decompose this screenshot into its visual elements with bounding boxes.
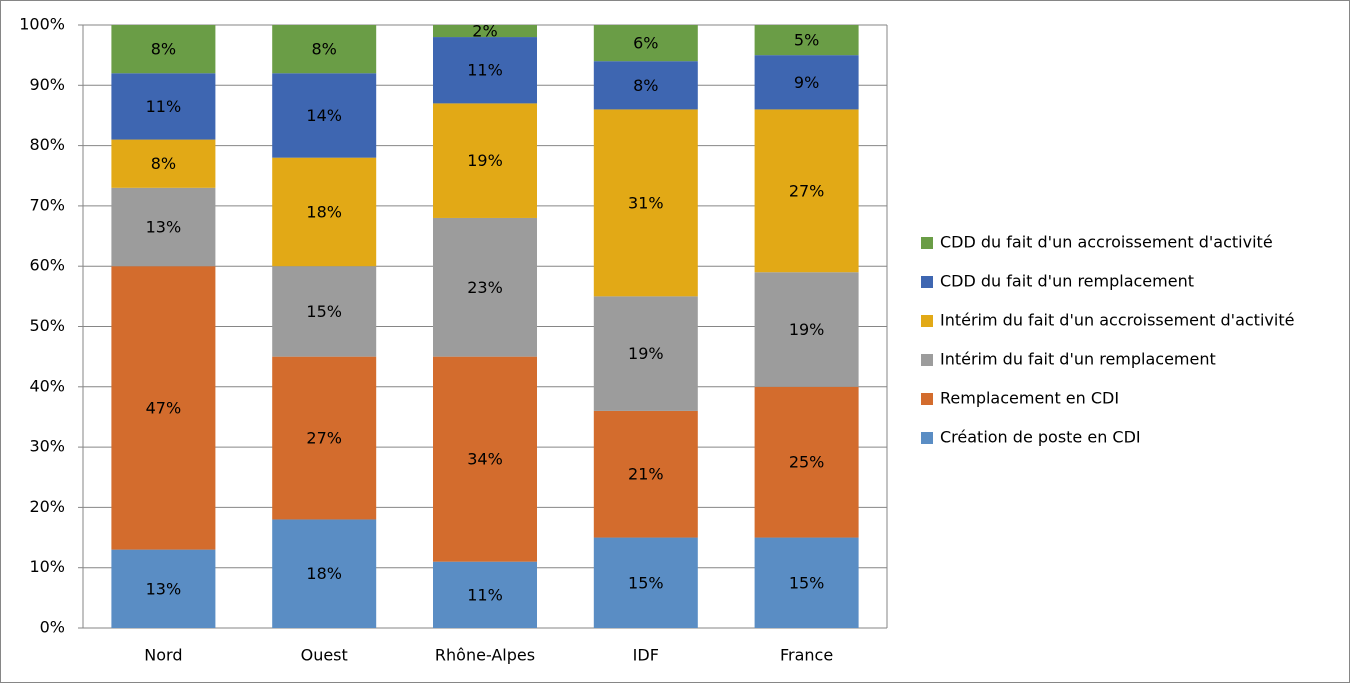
bar-segment — [272, 25, 377, 74]
bar-segment — [593, 410, 698, 538]
y-tick-label: 100% — [19, 15, 65, 34]
y-tick-label: 60% — [29, 256, 65, 275]
data-label: 18% — [306, 564, 342, 583]
data-label: 18% — [306, 202, 342, 221]
legend-label: CDD du fait d'un accroissement d'activit… — [940, 233, 1273, 252]
data-label: 11% — [467, 585, 503, 604]
data-label: 23% — [467, 278, 503, 297]
legend-label: Intérim du fait d'un accroissement d'act… — [940, 311, 1294, 330]
bar-segment — [111, 139, 216, 188]
data-label: 19% — [628, 344, 664, 363]
y-tick-label: 80% — [29, 135, 65, 154]
legend-swatch — [921, 237, 933, 249]
bar-segment — [754, 386, 859, 538]
bar-segment — [433, 37, 537, 104]
y-tick-label: 40% — [29, 376, 65, 395]
bar-segment — [433, 103, 537, 218]
bar-segment — [754, 537, 859, 628]
bar-segment — [272, 519, 377, 628]
y-tick-label: 10% — [29, 557, 65, 576]
data-label: 11% — [146, 97, 182, 116]
data-label: 14% — [306, 106, 342, 125]
legend-label: Remplacement en CDI — [940, 389, 1119, 408]
bar-segment — [272, 266, 377, 357]
bar-segment — [433, 25, 537, 38]
bar-segment — [111, 25, 216, 74]
bar-segment — [433, 561, 537, 628]
x-tick-label: IDF — [633, 646, 659, 665]
legend-swatch — [921, 276, 933, 288]
bar-segment — [433, 356, 537, 562]
data-label: 25% — [789, 453, 825, 472]
y-tick-label: 0% — [40, 618, 65, 637]
data-label: 27% — [306, 429, 342, 448]
data-label: 9% — [794, 73, 819, 92]
x-tick-label: France — [780, 646, 833, 665]
data-label: 13% — [146, 579, 182, 598]
y-tick-label: 20% — [29, 497, 65, 516]
legend-swatch — [921, 315, 933, 327]
bar-segment — [593, 537, 698, 628]
bar-segment — [111, 266, 216, 550]
legend-label: Création de poste en CDI — [940, 428, 1141, 447]
bar-segment — [272, 73, 377, 158]
data-label: 15% — [789, 573, 825, 592]
data-label: 19% — [467, 151, 503, 170]
bar-segment — [433, 217, 537, 357]
x-tick-label: Rhône-Alpes — [435, 646, 535, 665]
x-tick-label: Ouest — [301, 646, 348, 665]
bar-segment — [272, 356, 377, 520]
bar-segment — [593, 296, 698, 411]
data-label: 8% — [633, 76, 658, 95]
bar-segment — [111, 549, 216, 628]
legend-swatch — [921, 354, 933, 366]
bar-segment — [593, 61, 698, 110]
bar-segment — [754, 272, 859, 387]
bar-segment — [111, 187, 216, 267]
x-tick-label: Nord — [144, 646, 182, 665]
data-label: 2% — [472, 22, 497, 41]
data-label: 19% — [789, 320, 825, 339]
bar-segment — [754, 109, 859, 273]
data-label: 8% — [151, 154, 176, 173]
legend-swatch — [921, 432, 933, 444]
data-label: 8% — [151, 40, 176, 59]
bar-segment — [593, 25, 698, 62]
bar-segment — [272, 157, 377, 267]
data-label: 15% — [628, 573, 664, 592]
bar-segment — [754, 55, 859, 110]
data-label: 6% — [633, 34, 658, 53]
bar-segment — [111, 73, 216, 140]
data-label: 5% — [794, 31, 819, 50]
data-label: 13% — [146, 218, 182, 237]
legend-label: Intérim du fait d'un remplacement — [940, 350, 1216, 369]
data-label: 11% — [467, 61, 503, 80]
data-label: 15% — [306, 302, 342, 321]
bar-segment — [593, 109, 698, 297]
data-label: 47% — [146, 398, 182, 417]
data-label: 31% — [628, 193, 664, 212]
data-label: 27% — [789, 181, 825, 200]
data-label: 21% — [628, 465, 664, 484]
data-label: 8% — [312, 40, 337, 59]
data-label: 34% — [467, 450, 503, 469]
y-tick-label: 90% — [29, 75, 65, 94]
y-tick-label: 50% — [29, 316, 65, 335]
y-tick-label: 70% — [29, 195, 65, 214]
bar-segment — [754, 25, 859, 56]
legend-swatch — [921, 393, 933, 405]
legend-label: CDD du fait d'un remplacement — [940, 272, 1194, 291]
y-tick-label: 30% — [29, 437, 65, 456]
